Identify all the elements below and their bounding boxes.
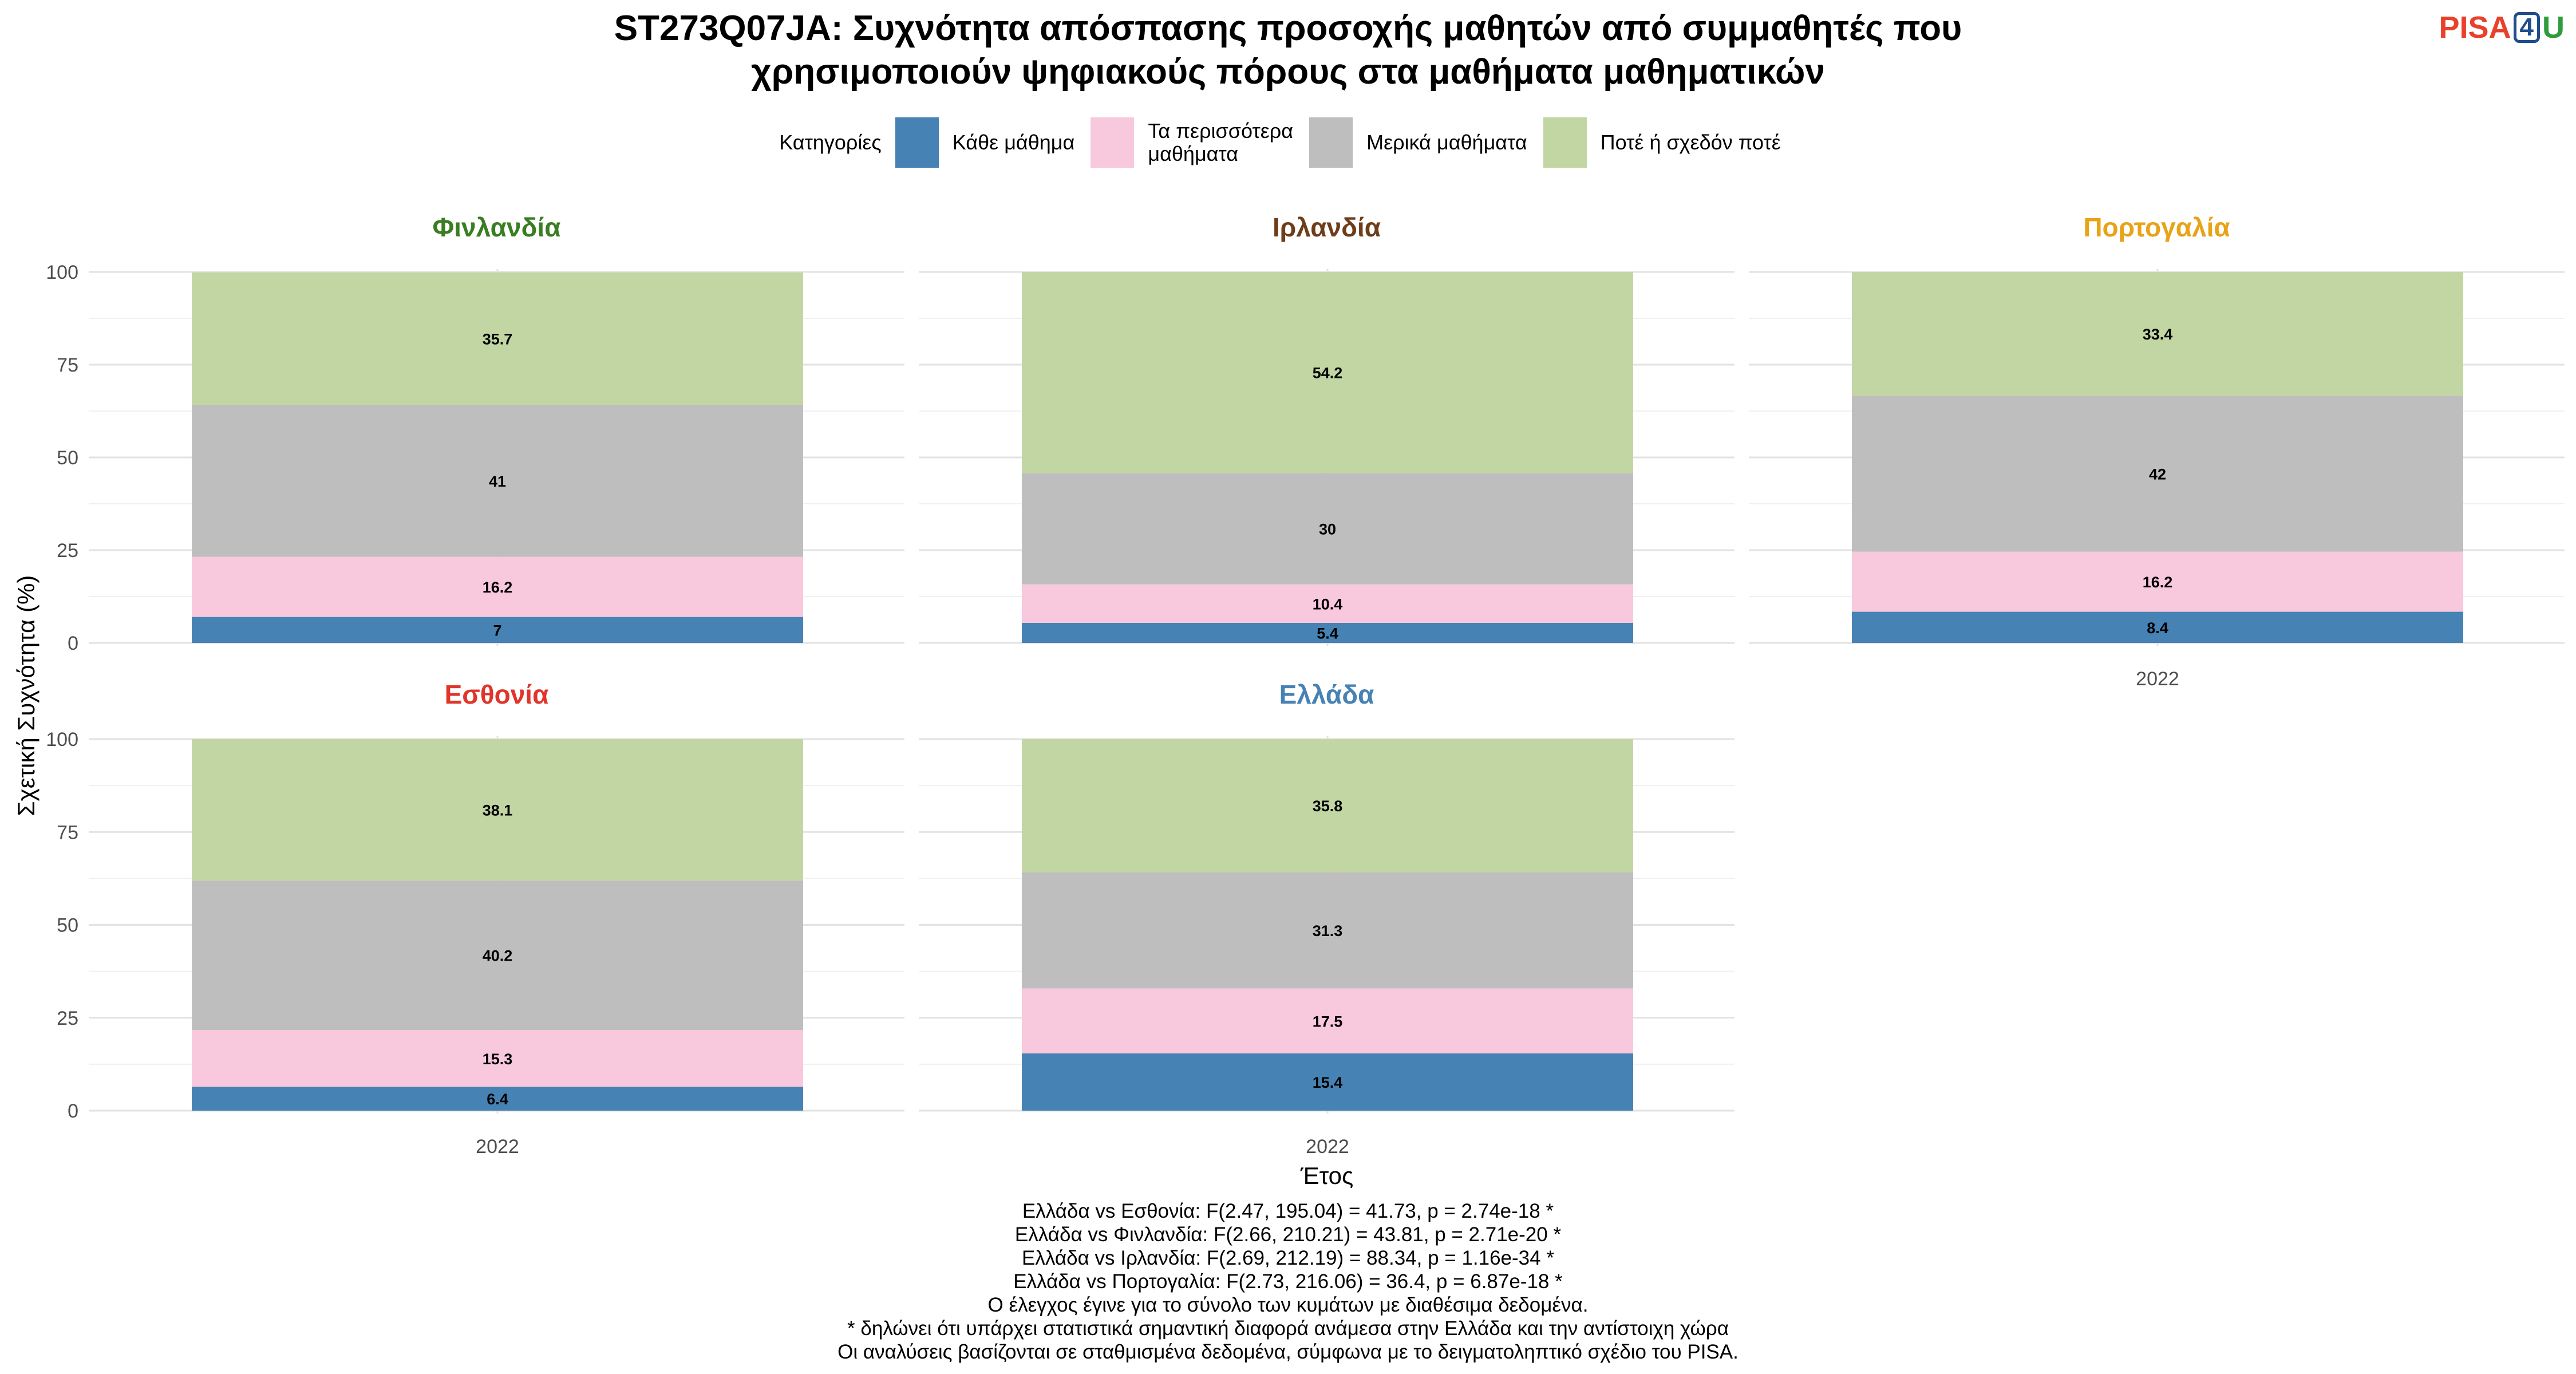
data-label: 33.4 <box>2143 326 2173 343</box>
logo-u-text: U <box>2542 10 2565 45</box>
bar-segment <box>192 617 803 643</box>
y-tick-label: 75 <box>57 354 78 376</box>
data-label: 7 <box>493 622 501 639</box>
y-axis-title: Σχετική Συχνότητα (%) <box>13 575 39 816</box>
data-label: 16.2 <box>483 579 513 596</box>
legend-label: Ποτέ ή σχεδόν ποτέ <box>1600 131 1781 154</box>
panel-2: 5.4 10.4 30 54.2 Ιρλανδία <box>919 212 1735 646</box>
data-label: 31.3 <box>1313 922 1343 939</box>
y-tick-label: 0 <box>68 1100 78 1122</box>
bar-segment <box>192 556 803 617</box>
footnote-line: Ελλάδα vs Εσθονία: F(2.47, 195.04) = 41.… <box>1022 1200 1554 1222</box>
legend-item-never: Ποτέ ή σχεδόν ποτέ <box>1543 117 1781 168</box>
footnote-line: Ο έλεγχος έγινε για το σύνολο των κυμάτω… <box>987 1294 1589 1316</box>
bar-segment <box>1022 739 1633 872</box>
legend-swatch <box>1091 117 1135 168</box>
data-label: 17.5 <box>1313 1013 1343 1030</box>
y-tick-label: 100 <box>46 729 78 751</box>
chart-title: ST273Q07JA: Συχνότητα απόσπασης προσοχής… <box>0 7 2576 94</box>
panel-4: 0 25 50 75 100 6.4 15.3 40.2 38.1 Εσθονία 2022 <box>46 680 904 1158</box>
logo-four-text: 4 <box>2513 12 2540 43</box>
footnote-line: Ελλάδα vs Ιρλανδία: F(2.69, 212.19) = 88… <box>1022 1247 1554 1269</box>
data-label: 15.3 <box>483 1051 513 1068</box>
bar-segment <box>1022 272 1633 473</box>
data-label: 38.1 <box>483 802 513 819</box>
y-tick-label: 0 <box>68 633 78 654</box>
data-label: 8.4 <box>2147 619 2168 637</box>
bar-segment <box>192 272 803 405</box>
data-label: 35.8 <box>1313 797 1343 815</box>
panel-title: Εσθονία <box>445 680 549 709</box>
chart-title-line: ST273Q07JA: Συχνότητα απόσπασης προσοχής… <box>614 9 1962 48</box>
bar-segment <box>192 881 803 1030</box>
panel-1: 0 25 50 75 100 7 16.2 41 35.7 Φινλανδία <box>46 212 904 654</box>
x-tick-label: 2022 <box>476 1136 519 1158</box>
bar-segment <box>1022 623 1633 643</box>
data-label: 54.2 <box>1313 365 1343 382</box>
legend-label: Κάθε μάθημα <box>952 131 1075 154</box>
legend: Κατηγορίες Κάθε μάθημα Τα περισσότερα μα… <box>0 117 2576 168</box>
pisa4u-logo: PISA 4 U <box>2439 9 2565 46</box>
y-tick-label: 50 <box>57 447 78 469</box>
logo-pisa-text: PISA <box>2439 10 2511 45</box>
footnote-line: Ελλάδα vs Φινλανδία: F(2.66, 210.21) = 4… <box>1014 1223 1562 1246</box>
panel-5: 15.4 17.5 31.3 35.8 Ελλάδα 2022 <box>919 680 1735 1158</box>
legend-item-every-lesson: Κάθε μάθημα <box>895 117 1075 168</box>
chart-title-line: χρησιμοποιούν ψηφιακούς πόρους στα μαθήμ… <box>751 52 1825 92</box>
y-tick-label: 100 <box>46 262 78 283</box>
panel-title: Πορτογαλία <box>2083 212 2230 242</box>
footnote-line: * δηλώνει ότι υπάρχει στατιστικά σημαντι… <box>847 1317 1729 1340</box>
bar-segment <box>1022 584 1633 623</box>
footnote-line: Οι αναλύσεις βασίζονται σε σταθμισμένα δ… <box>837 1341 1739 1363</box>
legend-label: Τα περισσότερα μαθήματα <box>1148 119 1294 165</box>
bar-segment <box>1852 611 2463 643</box>
bar-segment <box>1852 272 2463 396</box>
bar-segment <box>192 739 803 881</box>
data-label: 35.7 <box>483 330 513 348</box>
bar-segment <box>192 404 803 557</box>
y-tick-label: 75 <box>57 822 78 843</box>
legend-title: Κατηγορίες <box>779 131 882 154</box>
data-label: 6.4 <box>487 1091 508 1108</box>
data-label: 5.4 <box>1317 625 1338 642</box>
data-label: 40.2 <box>483 947 513 965</box>
y-tick-label: 50 <box>57 915 78 937</box>
data-label: 30 <box>1319 520 1336 538</box>
data-label: 16.2 <box>2143 574 2173 591</box>
x-tick-label: 2022 <box>1306 1136 1349 1158</box>
panel-title: Ελλάδα <box>1279 680 1374 709</box>
bar-segment <box>192 1030 803 1087</box>
y-tick-label: 25 <box>57 540 78 562</box>
bar-segment <box>1852 396 2463 552</box>
bar-segment <box>1022 473 1633 585</box>
bar-segment <box>1022 872 1633 989</box>
footnote-line: Ελλάδα vs Πορτογαλία: F(2.73, 216.06) = … <box>1013 1270 1563 1293</box>
x-axis-title: Έτος <box>1300 1162 1354 1189</box>
panel-title: Ιρλανδία <box>1273 212 1381 242</box>
data-label: 10.4 <box>1313 595 1343 613</box>
legend-item-most-lessons: Τα περισσότερα μαθήματα <box>1091 117 1293 168</box>
legend-swatch <box>895 117 939 168</box>
data-label: 15.4 <box>1313 1074 1343 1091</box>
legend-item-some-lessons: Μερικά μαθήματα <box>1309 117 1527 168</box>
bar-segment <box>1022 988 1633 1054</box>
bar-segment <box>1852 551 2463 612</box>
data-label: 42 <box>2149 466 2166 483</box>
data-label: 41 <box>489 473 506 490</box>
legend-swatch <box>1543 117 1587 168</box>
y-tick-label: 25 <box>57 1008 78 1029</box>
legend-swatch <box>1309 117 1353 168</box>
legend-label: Μερικά μαθήματα <box>1366 131 1527 154</box>
bar-segment <box>1022 1053 1633 1111</box>
panel-title: Φινλανδία <box>433 212 561 242</box>
x-tick-label: 2022 <box>2136 668 2179 690</box>
panel-3: 8.4 16.2 42 33.4 Πορτογαλία 2022 <box>1749 212 2565 690</box>
footnotes: Ελλάδα vs Εσθονία: F(2.47, 195.04) = 41.… <box>0 1199 2576 1364</box>
bar-segment <box>192 1087 803 1111</box>
